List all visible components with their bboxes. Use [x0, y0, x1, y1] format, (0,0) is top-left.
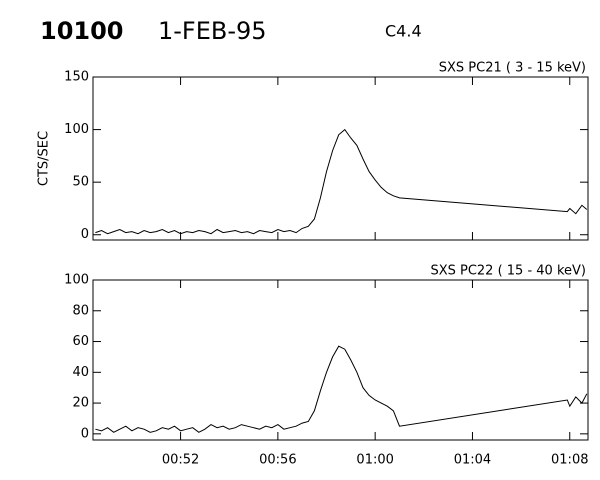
x-tick-label: 01:04	[454, 453, 491, 468]
y-tick-label: 40	[72, 365, 89, 380]
x-tick-label: 01:00	[356, 453, 393, 468]
plot-frame	[92, 76, 589, 241]
event-id: 10100	[40, 17, 124, 45]
x-tick-label: 01:08	[551, 453, 588, 468]
y-tick-label: 80	[72, 303, 89, 318]
flare-class: C4.4	[385, 22, 422, 41]
x-tick-label: 00:52	[162, 453, 199, 468]
y-tick-label: 0	[81, 426, 89, 441]
y-tick-label: 50	[72, 175, 89, 190]
event-date: 1-FEB-95	[158, 17, 267, 45]
plot-frame	[92, 279, 589, 441]
y-tick-label: 0	[81, 227, 89, 242]
data-line	[95, 345, 588, 433]
y-tick-label: 100	[64, 273, 89, 288]
y-axis-label: CTS/SEC	[37, 131, 52, 186]
y-tick-label: 60	[72, 334, 89, 349]
panel-title: SXS PC22 ( 15 - 40 keV)	[430, 264, 586, 279]
x-tick-label: 00:56	[259, 453, 296, 468]
y-tick-label: 150	[64, 70, 89, 85]
data-line	[95, 128, 588, 235]
y-tick-label: 20	[72, 396, 89, 411]
y-tick-label: 100	[64, 122, 89, 137]
panel-title: SXS PC21 ( 3 - 15 keV)	[439, 61, 586, 76]
